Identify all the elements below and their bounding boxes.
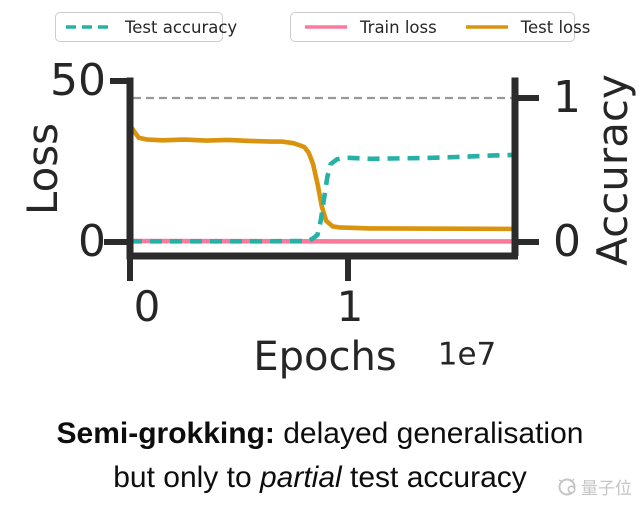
- series-layer: [128, 96, 516, 244]
- x-axis-offset-text: 1e7: [437, 336, 497, 373]
- legend-label-train-loss: Train loss: [360, 17, 437, 37]
- axis-spines: [126, 77, 519, 260]
- caption-line-1: Semi-grokking: delayed generalisation: [0, 412, 640, 456]
- accuracy-tick-label-0: 0: [553, 216, 581, 267]
- series-line-test-loss: [128, 124, 516, 232]
- xtick-label-0: 0: [133, 282, 161, 331]
- caption-bold-term: Semi-grokking:: [56, 417, 275, 450]
- test-accuracy-line-sample: [66, 25, 112, 29]
- axis-ticks: [104, 78, 539, 281]
- legend-label-test-accuracy: Test accuracy: [125, 17, 238, 37]
- qbitai-logo-icon: [558, 478, 576, 495]
- caption-line2-post: test accuracy: [341, 461, 527, 494]
- caption-italic-word: partial: [259, 461, 342, 494]
- caption-line-2: but only to partial test accuracy: [0, 456, 640, 500]
- caption-line2-pre: but only to: [113, 461, 260, 494]
- series-line-test-accuracy: [130, 152, 516, 244]
- x-axis-title: Epochs: [253, 334, 397, 380]
- legend-accuracy-box: Test accuracy: [55, 12, 237, 42]
- legend-loss-box: Train loss Test loss: [290, 12, 590, 42]
- loss-axis-title: Loss: [18, 122, 67, 216]
- legend-entry-test-loss: Test loss: [464, 17, 591, 37]
- train-loss-line-sample: [305, 25, 347, 29]
- watermark: 量子位: [556, 474, 632, 499]
- caption-line1-rest: delayed generalisation: [274, 417, 584, 450]
- watermark-text: 量子位: [581, 479, 632, 499]
- loss-tick-label-0: 0: [78, 216, 106, 267]
- accuracy-axis-title: Accuracy: [588, 74, 637, 266]
- loss-tick-label-50: 50: [50, 55, 106, 106]
- legend-entry-train-loss: Train loss: [303, 18, 437, 37]
- xtick-label-1: 1: [336, 282, 364, 331]
- caption: Semi-grokking: delayed generalisation bu…: [0, 412, 640, 500]
- test-loss-line-sample: [465, 25, 508, 29]
- legend-label-test-loss: Test loss: [520, 17, 591, 37]
- accuracy-tick-label-1: 1: [553, 72, 581, 123]
- legend-entry-test-accuracy: Test accuracy: [64, 18, 237, 37]
